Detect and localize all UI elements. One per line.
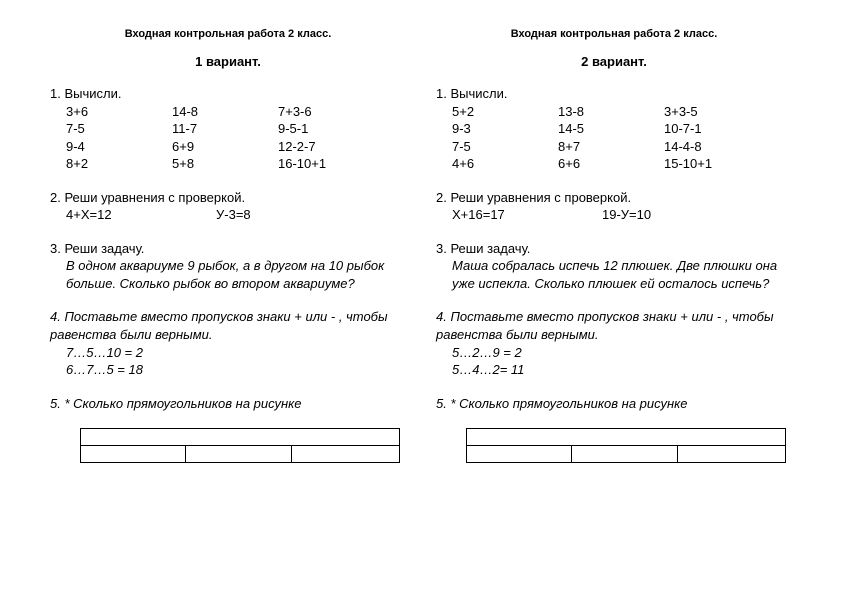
task-1-right: 1. Вычисли. 5+2 13-8 3+3-5 9-3 14-5 10-7… [436,85,792,173]
expr: 7-5 [66,120,172,138]
task-3-label: 3. Реши задачу. [436,240,792,258]
task-3-label: 3. Реши задачу. [50,240,406,258]
expr: 7+3-6 [278,103,384,121]
rect-cell [677,446,785,463]
variant-label-right: 2 вариант. [436,54,792,69]
task-2-label: 2. Реши уравнения с проверкой. [436,189,792,207]
rect-cell [186,446,291,463]
expr: 9-5-1 [278,120,384,138]
task-3-left: 3. Реши задачу. В одном аквариуме 9 рыбо… [50,240,406,293]
expr: 14-5 [558,120,664,138]
task-1-label: 1. Вычисли. [436,85,792,103]
task-4-line: 5…4…2= 11 [436,361,792,379]
expr-row: 7-5 11-7 9-5-1 [50,120,406,138]
expr-row: 8+2 5+8 16-10+1 [50,155,406,173]
expr: 9-3 [452,120,558,138]
expr: 15-10+1 [664,155,770,173]
expr: 8+7 [558,138,664,156]
expr: 3+6 [66,103,172,121]
variant-2-column: Входная контрольная работа 2 класс. 2 ва… [436,28,792,463]
task-5-left: 5. * Сколько прямоугольников на рисунке [50,395,406,413]
expr: 10-7-1 [664,120,770,138]
task-4-line: 6…7…5 = 18 [50,361,406,379]
expr-row: 9-3 14-5 10-7-1 [436,120,792,138]
expr: 16-10+1 [278,155,384,173]
task-5-label: 5. * Сколько прямоугольников на рисунке [436,395,792,413]
expr: 5+8 [172,155,278,173]
eq-row: 4+Х=12 У-3=8 [50,206,406,224]
task-5-right: 5. * Сколько прямоугольников на рисунке [436,395,792,413]
task-2-right: 2. Реши уравнения с проверкой. Х+16=17 1… [436,189,792,224]
equation: 19-У=10 [602,206,752,224]
expr: 14-8 [172,103,278,121]
task-4-right: 4. Поставьте вместо пропусков знаки + ил… [436,308,792,378]
expr: 7-5 [452,138,558,156]
task-5-label: 5. * Сколько прямоугольников на рисунке [50,395,406,413]
task-3-text: Маша собралась испечь 12 плюшек. Две плю… [436,257,792,292]
rect-cell [291,446,399,463]
expr: 14-4-8 [664,138,770,156]
rect-cell [467,429,786,446]
expr: 8+2 [66,155,172,173]
task-4-left: 4. Поставьте вместо пропусков знаки + ил… [50,308,406,378]
task-3-right: 3. Реши задачу. Маша собралась испечь 12… [436,240,792,293]
expr: 4+6 [452,155,558,173]
task-2-left: 2. Реши уравнения с проверкой. 4+Х=12 У-… [50,189,406,224]
task-1-left: 1. Вычисли. 3+6 14-8 7+3-6 7-5 11-7 9-5-… [50,85,406,173]
task-4-label: 4. Поставьте вместо пропусков знаки + ил… [50,308,406,343]
expr: 12-2-7 [278,138,384,156]
variant-1-column: Входная контрольная работа 2 класс. 1 ва… [50,28,406,463]
task-2-label: 2. Реши уравнения с проверкой. [50,189,406,207]
expr-row: 5+2 13-8 3+3-5 [436,103,792,121]
expr-row: 3+6 14-8 7+3-6 [50,103,406,121]
heading-left: Входная контрольная работа 2 класс. [50,28,406,40]
eq-row: Х+16=17 19-У=10 [436,206,792,224]
task-4-line: 5…2…9 = 2 [436,344,792,362]
task-4-line: 7…5…10 = 2 [50,344,406,362]
rect-cell [572,446,677,463]
task-3-text: В одном аквариуме 9 рыбок, а в другом на… [50,257,406,292]
rect-cell [81,446,186,463]
expr: 5+2 [452,103,558,121]
expr: 6+9 [172,138,278,156]
heading-right: Входная контрольная работа 2 класс. [436,28,792,40]
expr: 9-4 [66,138,172,156]
expr: 13-8 [558,103,664,121]
variant-label-left: 1 вариант. [50,54,406,69]
expr-row: 7-5 8+7 14-4-8 [436,138,792,156]
task-4-label: 4. Поставьте вместо пропусков знаки + ил… [436,308,792,343]
rect-cell [467,446,572,463]
equation: У-3=8 [216,206,366,224]
equation: 4+Х=12 [66,206,216,224]
expr: 6+6 [558,155,664,173]
expr: 11-7 [172,120,278,138]
expr: 3+3-5 [664,103,770,121]
worksheet-page: Входная контрольная работа 2 класс. 1 ва… [50,28,792,463]
expr-row: 9-4 6+9 12-2-7 [50,138,406,156]
expr-row: 4+6 6+6 15-10+1 [436,155,792,173]
rectangle-figure-right [466,428,786,463]
rectangle-figure-left [80,428,400,463]
equation: Х+16=17 [452,206,602,224]
task-1-label: 1. Вычисли. [50,85,406,103]
rect-cell [81,429,400,446]
